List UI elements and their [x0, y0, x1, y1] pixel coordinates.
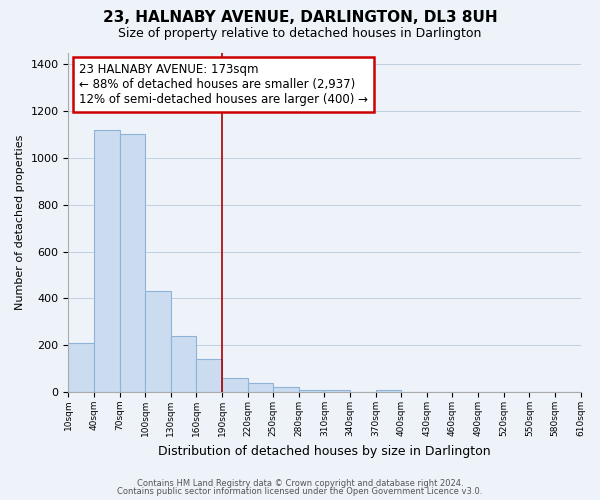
Bar	[299, 390, 325, 392]
Text: 23, HALNABY AVENUE, DARLINGTON, DL3 8UH: 23, HALNABY AVENUE, DARLINGTON, DL3 8UH	[103, 10, 497, 25]
Bar	[145, 292, 171, 392]
Bar	[196, 360, 222, 392]
Text: Contains public sector information licensed under the Open Government Licence v3: Contains public sector information licen…	[118, 487, 482, 496]
Bar	[171, 336, 196, 392]
Bar	[94, 130, 119, 392]
Text: Contains HM Land Registry data © Crown copyright and database right 2024.: Contains HM Land Registry data © Crown c…	[137, 478, 463, 488]
X-axis label: Distribution of detached houses by size in Darlington: Distribution of detached houses by size …	[158, 444, 491, 458]
Y-axis label: Number of detached properties: Number of detached properties	[15, 134, 25, 310]
Bar	[273, 388, 299, 392]
Bar	[248, 383, 273, 392]
Bar	[68, 343, 94, 392]
Text: Size of property relative to detached houses in Darlington: Size of property relative to detached ho…	[118, 28, 482, 40]
Bar	[376, 390, 401, 392]
Bar	[222, 378, 248, 392]
Bar	[325, 390, 350, 392]
Bar	[119, 134, 145, 392]
Text: 23 HALNABY AVENUE: 173sqm
← 88% of detached houses are smaller (2,937)
12% of se: 23 HALNABY AVENUE: 173sqm ← 88% of detac…	[79, 62, 368, 106]
